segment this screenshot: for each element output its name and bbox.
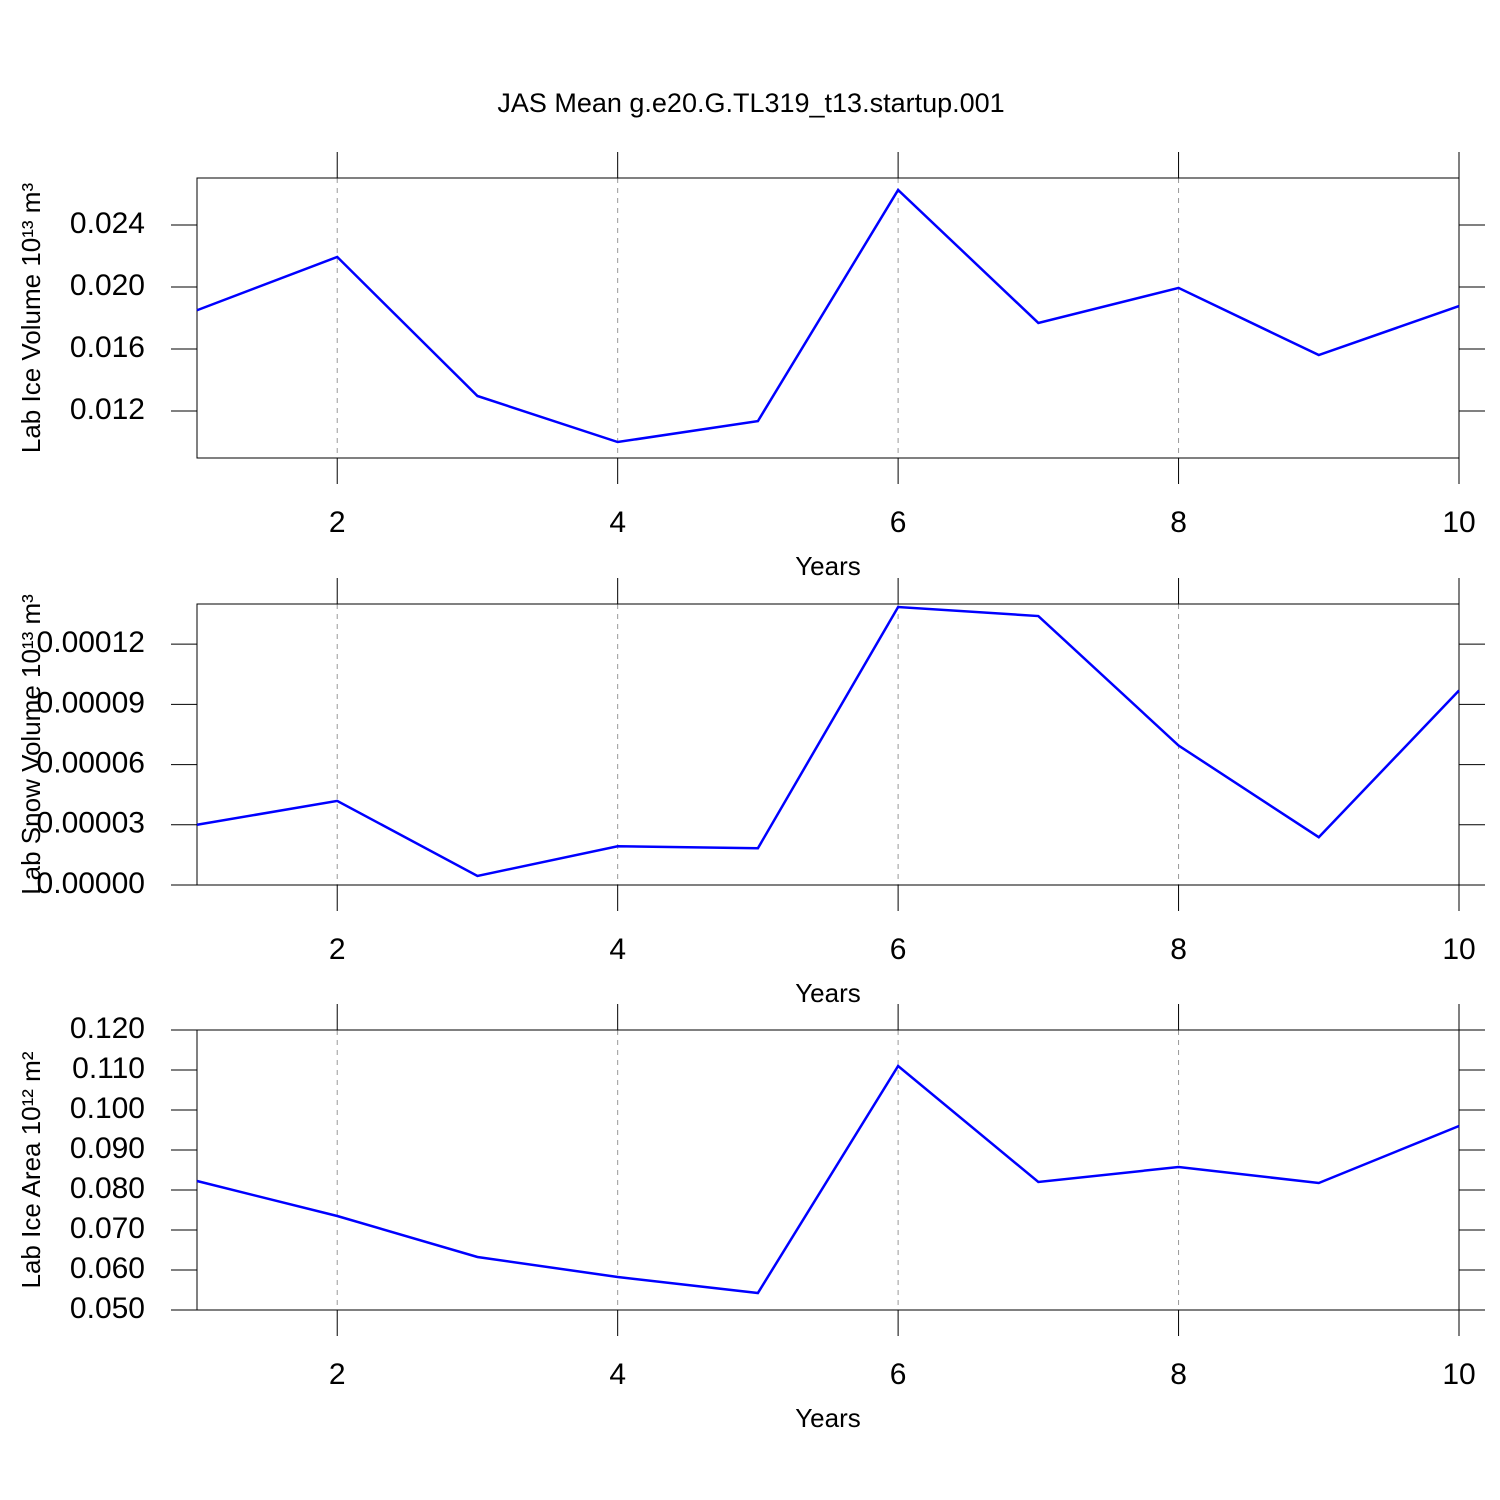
y-tick-label: 0.024 [70,207,145,240]
data-line [196,187,1460,444]
x-tick-label: 2 [329,506,346,539]
x-axis-label: Years [795,978,861,1008]
x-tick-label: 10 [1442,506,1475,539]
y-tick-label: 0.00006 [37,746,145,779]
y-axis-label: Lab Snow Volume 10¹³ m³ [16,594,46,895]
y-tick-label: 0.00003 [37,807,145,840]
y-tick-label: 0.080 [70,1172,145,1205]
x-tick-label: 4 [609,933,626,966]
y-tick-label: 0.120 [70,1012,145,1045]
x-tick-label: 6 [890,933,907,966]
y-tick-label: 0.020 [70,269,145,302]
y-tick-label: 0.060 [70,1252,145,1285]
x-tick-label: 4 [609,506,626,539]
x-tick-label: 8 [1170,506,1187,539]
x-tick-label: 8 [1170,933,1187,966]
y-tick-label: 0.090 [70,1132,145,1165]
x-tick-label: 6 [890,1358,907,1391]
plot-frame [196,603,1460,886]
plot-frame [196,1029,1460,1311]
x-tick-label: 4 [609,1358,626,1391]
y-tick-label: 0.00012 [37,626,145,659]
panel: 2 4 6 8 10 0.050 0.060 0.070 0.080 0.090 0.100 0.11… [16,1004,1485,1433]
y-tick-label: 0.070 [70,1212,145,1245]
figure-title: JAS Mean g.e20.G.TL319_t13.startup.001 [497,88,1004,118]
x-axis-label: Years [795,1403,861,1433]
y-tick-label: 0.00000 [37,867,145,900]
y-tick-label: 0.050 [70,1292,145,1325]
y-tick-label: 0.012 [70,393,145,426]
y-tick-label: 0.016 [70,331,145,364]
y-tick-label: 0.100 [70,1092,145,1125]
x-tick-label: 10 [1442,1358,1475,1391]
data-line [196,1064,1460,1295]
x-tick-label: 2 [329,933,346,966]
x-tick-label: 2 [329,1358,346,1391]
panel: 2 4 6 8 10 0.00000 0.00003 0.00006 0.00009 0.0001… [16,578,1485,1008]
x-tick-label: 10 [1442,933,1475,966]
y-axis-label: Lab Ice Area 10¹² m² [16,1051,46,1288]
panel: 2 4 6 8 10 0.012 0.016 0.020 0.024 Years Lab Ice V… [16,152,1485,581]
plot-frame [196,177,1460,459]
x-tick-label: 8 [1170,1358,1187,1391]
y-tick-label: 0.110 [72,1052,145,1085]
y-tick-label: 0.00009 [37,686,145,719]
data-line [196,605,1460,878]
y-axis-label: Lab Ice Volume 10¹³ m³ [16,183,46,454]
x-tick-label: 6 [890,506,907,539]
x-axis-label: Years [795,551,861,581]
